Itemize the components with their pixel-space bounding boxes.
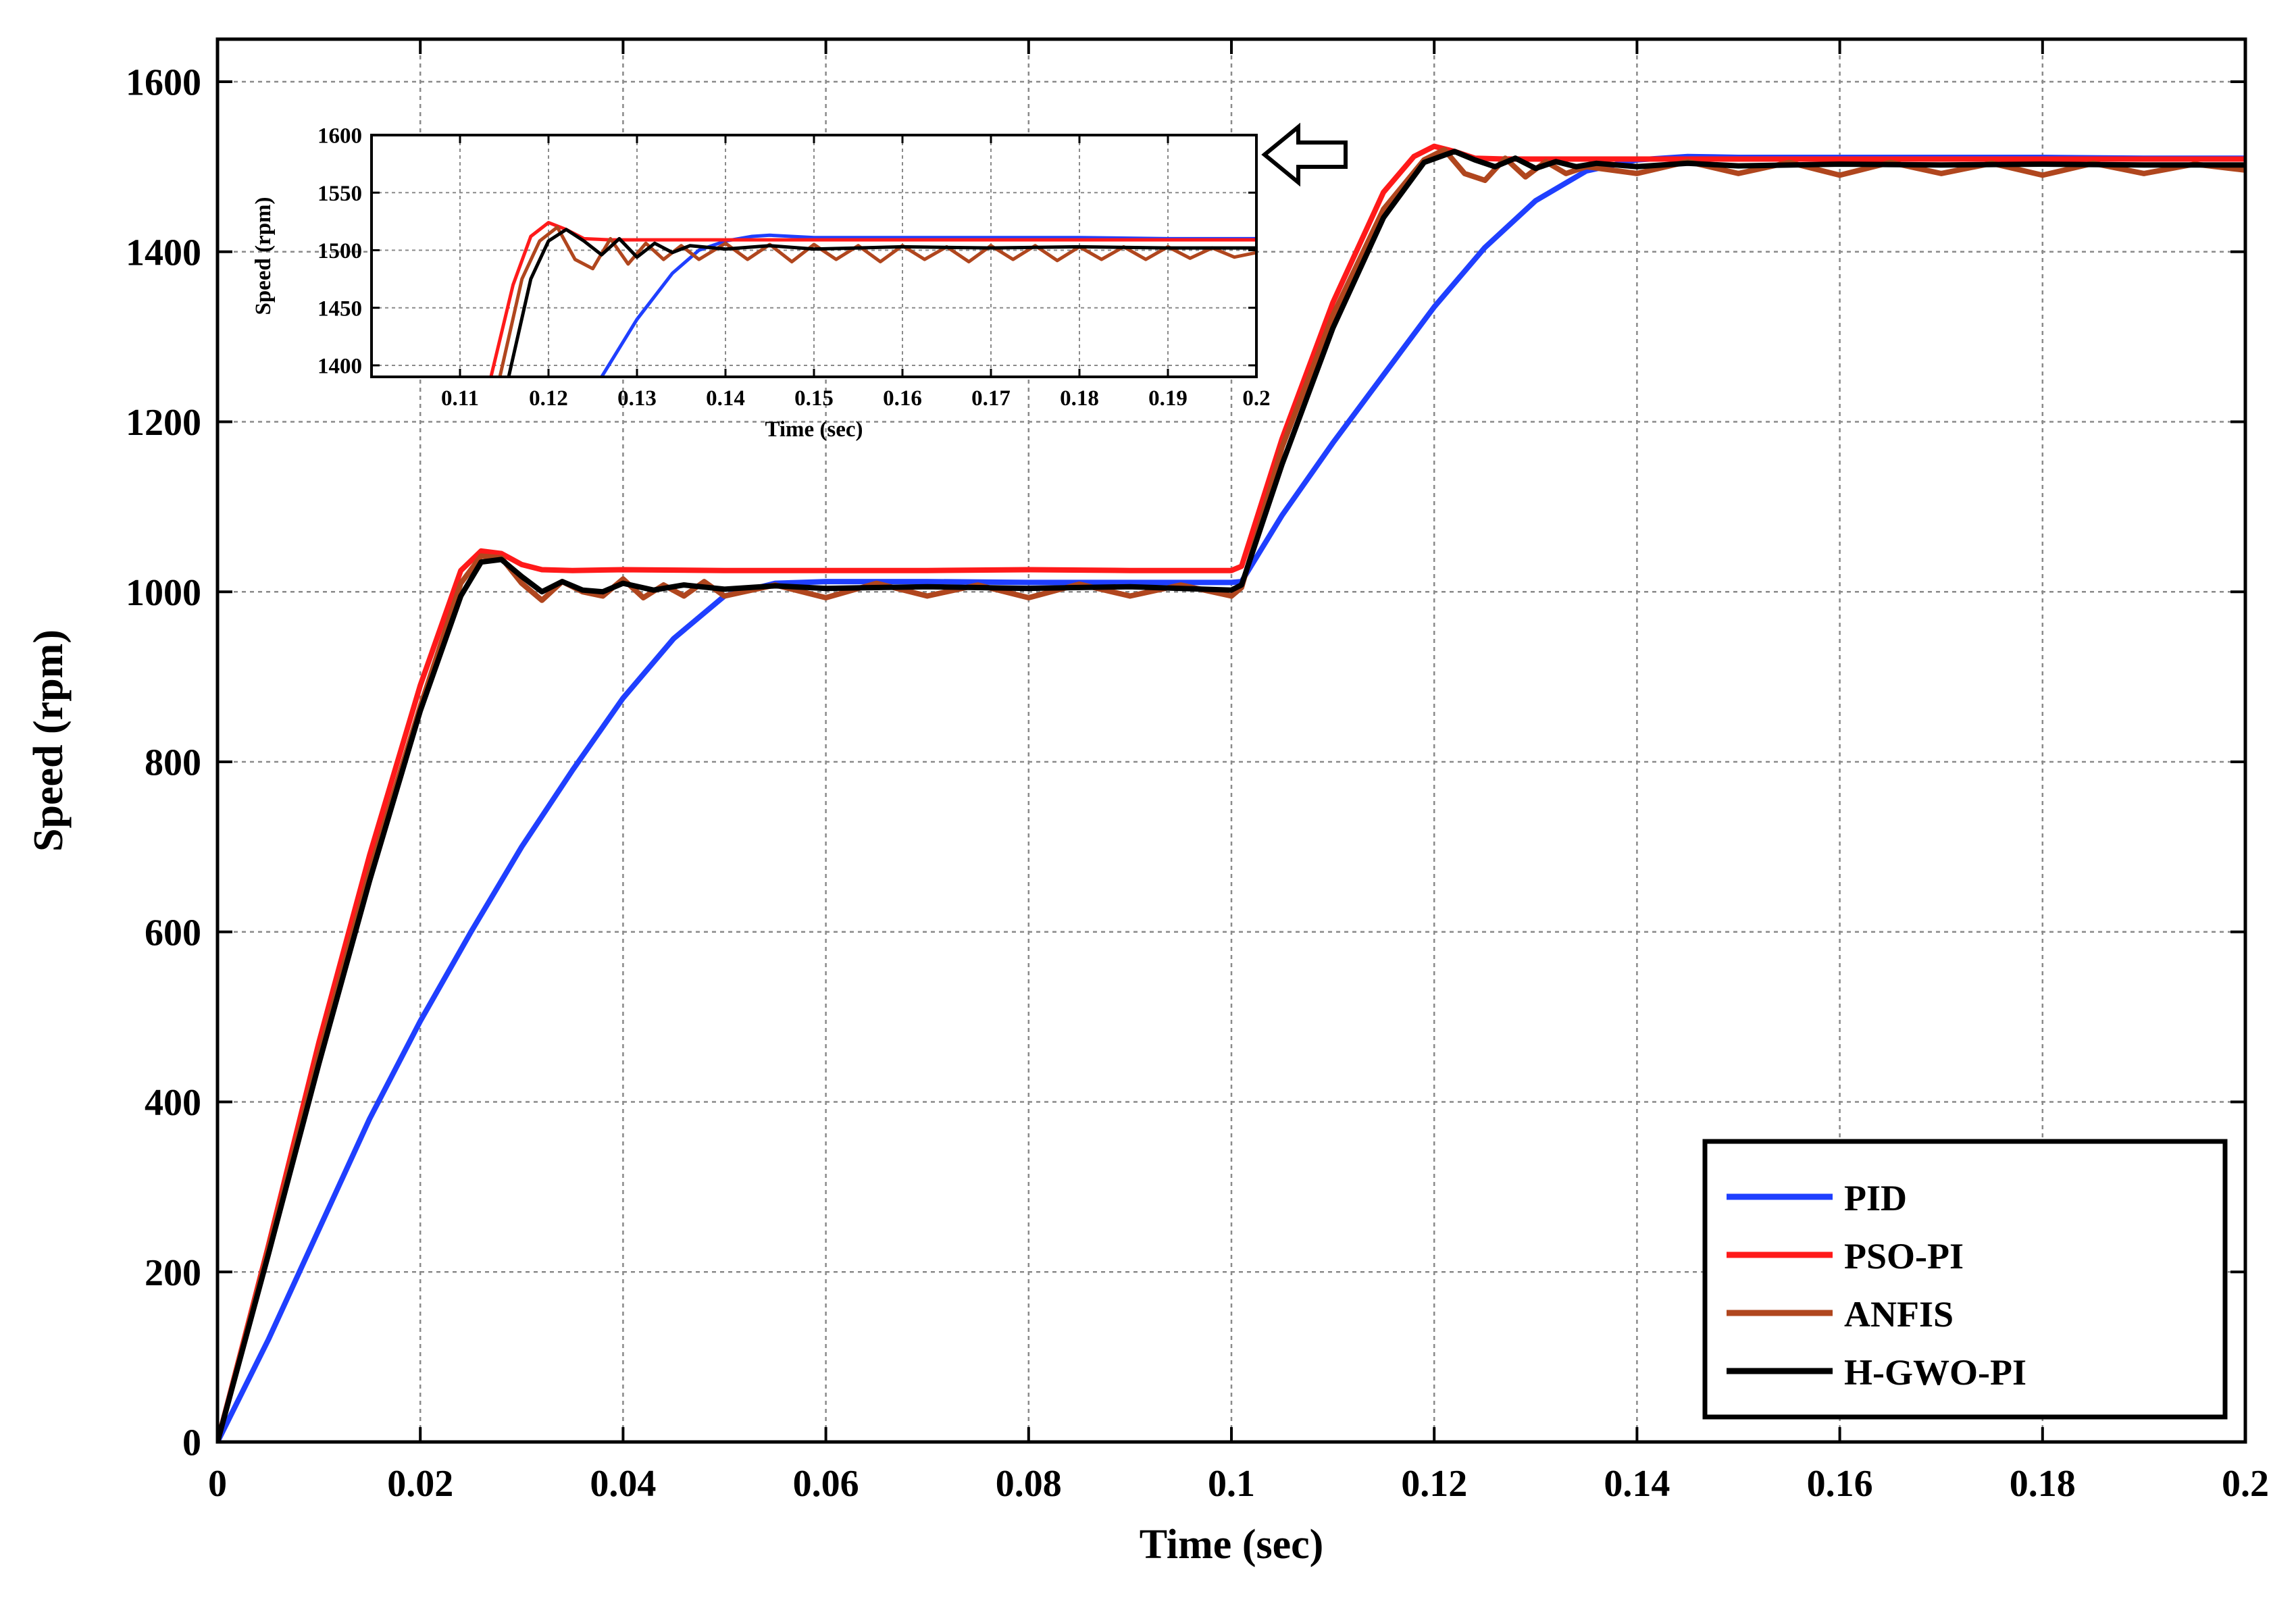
y-tick-label: 1550 (317, 182, 362, 206)
x-axis-label: Time (sec) (1140, 1522, 1324, 1568)
legend-label: PSO-PI (1844, 1236, 1964, 1276)
x-tick-label: 0.16 (883, 386, 922, 411)
y-tick-label: 1400 (317, 355, 362, 379)
y-tick-label: 800 (145, 742, 201, 784)
series-line-h-gwo-pi (218, 149, 2245, 1442)
y-axis-label: Speed (rpm) (251, 197, 276, 315)
y-tick-label: 200 (145, 1252, 201, 1294)
x-tick-label: 0.14 (1604, 1463, 1670, 1505)
x-tick-label: 0.04 (590, 1463, 656, 1505)
x-tick-label: 0.12 (1401, 1463, 1467, 1505)
x-tick-label: 0 (208, 1463, 227, 1505)
x-tick-label: 0.08 (996, 1463, 1062, 1505)
series-line-pso-pi (489, 221, 1256, 377)
y-tick-label: 1600 (126, 62, 201, 104)
x-tick-label: 0.14 (706, 386, 745, 411)
x-tick-label: 0.13 (617, 386, 657, 411)
legend: PID PSO-PI ANFIS H-GWO-PI (1702, 1139, 2228, 1420)
x-tick-label: 0.02 (387, 1463, 453, 1505)
left-arrow-icon (1261, 122, 1348, 187)
y-tick-label: 1000 (126, 572, 201, 614)
x-tick-label: 0.06 (793, 1463, 859, 1505)
x-tick-label: 0.19 (1148, 386, 1188, 411)
x-tick-label: 0.18 (1060, 386, 1099, 411)
x-tick-label: 0.2 (1242, 386, 1270, 411)
x-tick-label: 0.2 (2222, 1463, 2269, 1505)
x-tick-label: 0.18 (2010, 1463, 2076, 1505)
inset-plot: 0.11 0.12 0.13 0.14 0.15 0.16 0.17 0.18 0.19 0.2 1… (251, 124, 1271, 442)
x-tick-label: 0.12 (529, 386, 568, 411)
series-group (489, 221, 1256, 377)
x-tick-label: 0.15 (794, 386, 834, 411)
series-line-pso-pi (218, 143, 2245, 1442)
y-tick-label: 400 (145, 1082, 201, 1124)
x-axis-label: Time (sec) (765, 417, 863, 442)
series-group (218, 143, 2245, 1442)
y-tick-label: 1500 (317, 239, 362, 263)
legend-label: H-GWO-PI (1844, 1352, 2026, 1393)
y-tick-label: 1400 (126, 232, 201, 274)
series-line-pid (600, 233, 1256, 377)
series-line-h-gwo-pi (507, 228, 1256, 377)
y-axis-label: Speed (rpm) (26, 629, 72, 852)
legend-label: ANFIS (1844, 1294, 1954, 1335)
y-tick-label: 1600 (317, 124, 362, 149)
y-tick-label: 1450 (317, 296, 362, 321)
x-tick-label: 0.17 (971, 386, 1011, 411)
y-tick-label: 600 (145, 912, 201, 954)
y-tick-label: 1200 (126, 402, 201, 444)
y-tick-label: 0 (182, 1422, 201, 1464)
x-tick-label: 0.11 (441, 386, 479, 411)
x-tick-label: 0.16 (1807, 1463, 1873, 1505)
legend-label: PID (1844, 1178, 1907, 1218)
x-tick-label: 0.1 (1208, 1463, 1255, 1505)
